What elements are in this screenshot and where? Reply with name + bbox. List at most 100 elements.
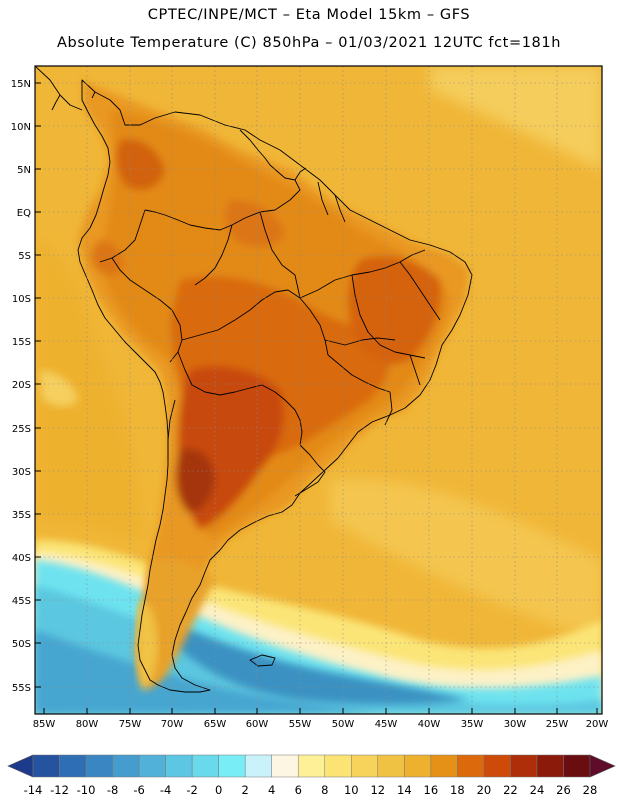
- colorbar-box: [351, 754, 379, 778]
- colorbar-box: [404, 754, 432, 778]
- paraguay-border: [261, 384, 303, 446]
- pacific-warm: [35, 240, 145, 540]
- lat-label: 55S: [12, 683, 31, 694]
- map-title-line2: Absolute Temperature (C) 850hPa – 01/03/…: [57, 35, 561, 51]
- lon-label: 20W: [586, 719, 609, 730]
- lon-label: 70W: [161, 719, 184, 730]
- venezuela-border: [144, 129, 301, 231]
- color-bar: [7, 754, 616, 778]
- lat-label: 40S: [12, 553, 31, 564]
- colorbar-label: 4: [268, 783, 275, 797]
- colorbar-box: [85, 754, 113, 778]
- colorbar-box: [563, 754, 591, 778]
- colorbar-box: [271, 754, 299, 778]
- colorbar-label: 16: [424, 783, 439, 797]
- south-atlantic-band: [330, 478, 602, 640]
- colorbar-label: 20: [477, 783, 492, 797]
- tick-marks: [35, 82, 598, 714]
- lat-label: 20S: [12, 380, 31, 391]
- colorbar-box: [165, 754, 193, 778]
- chile-argentina-border: [167, 399, 176, 460]
- lon-label: 85W: [33, 719, 56, 730]
- french-guiana-border: [334, 194, 346, 223]
- colombia-ecuador-border: [99, 209, 146, 263]
- lat-label: 5N: [17, 165, 31, 176]
- color-bar-labels: -14 -12 -10 -8 -6 -4 -2 0 2 4 6 8 10 12 14 16 18 20 22 24 26…: [24, 783, 598, 797]
- colorbar-label: -2: [186, 783, 197, 797]
- colorbar-box: [324, 754, 352, 778]
- suriname-border: [317, 181, 329, 216]
- colorbar-box: [218, 754, 246, 778]
- brazil-states-south: [327, 354, 391, 393]
- colorbar-label: -14: [24, 783, 43, 797]
- pacific-light-patch: [40, 370, 78, 407]
- brazil-se-border: [384, 391, 393, 426]
- graticule: [35, 66, 602, 714]
- brazil-states-north: [299, 249, 426, 299]
- lat-label: 5S: [18, 251, 31, 262]
- caribbean-islands: [51, 91, 96, 111]
- lat-label: 35S: [12, 510, 31, 521]
- colorbar-label: 24: [530, 783, 545, 797]
- lat-label: 10S: [12, 294, 31, 305]
- colorbar-box: [191, 754, 219, 778]
- colorbar-box: [138, 754, 166, 778]
- colorbar-label: 6: [295, 783, 302, 797]
- patagonia-south: [136, 600, 158, 690]
- map-title-line1: CPTEC/INPE/MCT – Eta Model 15km – GFS: [147, 7, 471, 23]
- cold-water-deep: [35, 630, 380, 714]
- bolivia-brazil-border: [181, 289, 329, 356]
- colorbar-label: 28: [583, 783, 598, 797]
- lon-label: 60W: [246, 719, 269, 730]
- colombia-hot: [115, 139, 165, 190]
- lon-label: 40W: [418, 719, 441, 730]
- brazil-east-border: [409, 354, 421, 386]
- map-frame: [34, 65, 603, 715]
- colorbar-label: 14: [397, 783, 412, 797]
- falkland-islands: [249, 654, 276, 667]
- colorbar-label: 8: [321, 783, 328, 797]
- colorbar-arrow-high: [589, 754, 616, 778]
- ne-cool-patch: [430, 66, 602, 170]
- colorbar-box: [297, 754, 326, 778]
- colorbar-label: 18: [450, 783, 465, 797]
- argentina-hot-spot: [175, 449, 215, 513]
- lat-label: 15S: [12, 337, 31, 348]
- colorbar-box: [430, 754, 458, 778]
- brazil-mid-border: [324, 337, 396, 346]
- colorbar-label: -8: [107, 783, 118, 797]
- lat-label: 45S: [12, 596, 31, 607]
- patagonia-cooler: [145, 558, 215, 684]
- lon-label: 80W: [76, 719, 99, 730]
- bolivia-argentina-border: [177, 351, 263, 396]
- lon-label: 75W: [119, 719, 142, 730]
- cold-core: [170, 620, 470, 705]
- lat-label: 25S: [12, 424, 31, 435]
- coastlines-and-borders: [35, 66, 473, 693]
- colorbar-label: 12: [370, 783, 385, 797]
- lat-label: 30S: [12, 467, 31, 478]
- colorbar-label: -4: [160, 783, 171, 797]
- lat-label: 15N: [11, 79, 31, 90]
- colorbar-label: 2: [242, 783, 249, 797]
- lon-label: 45W: [375, 719, 398, 730]
- colorbar-box: [244, 754, 272, 778]
- colorbar-label: -12: [50, 783, 69, 797]
- continent-heat: [78, 80, 470, 690]
- lon-label: 65W: [204, 719, 227, 730]
- ne-brazil-hot: [348, 256, 441, 364]
- lat-label: 10N: [11, 122, 31, 133]
- colorbar-box: [32, 754, 60, 778]
- temperature-field: [35, 66, 602, 714]
- colorbar-box: [483, 754, 511, 778]
- peru-bolivia-border: [111, 257, 183, 363]
- colorbar-label: 10: [344, 783, 359, 797]
- colorbar-box: [377, 754, 405, 778]
- colorbar-arrow-low: [7, 754, 34, 778]
- colorbar-label: 26: [556, 783, 571, 797]
- south-america-coastline: [77, 79, 473, 693]
- lat-label: 50S: [12, 639, 31, 650]
- amazon-west-border: [194, 224, 233, 286]
- latitude-labels: 15N 10N 5N EQ 5S 10S 15S 20S 25S 30S 35S…: [11, 79, 31, 694]
- brazil-ne-states: [399, 261, 441, 321]
